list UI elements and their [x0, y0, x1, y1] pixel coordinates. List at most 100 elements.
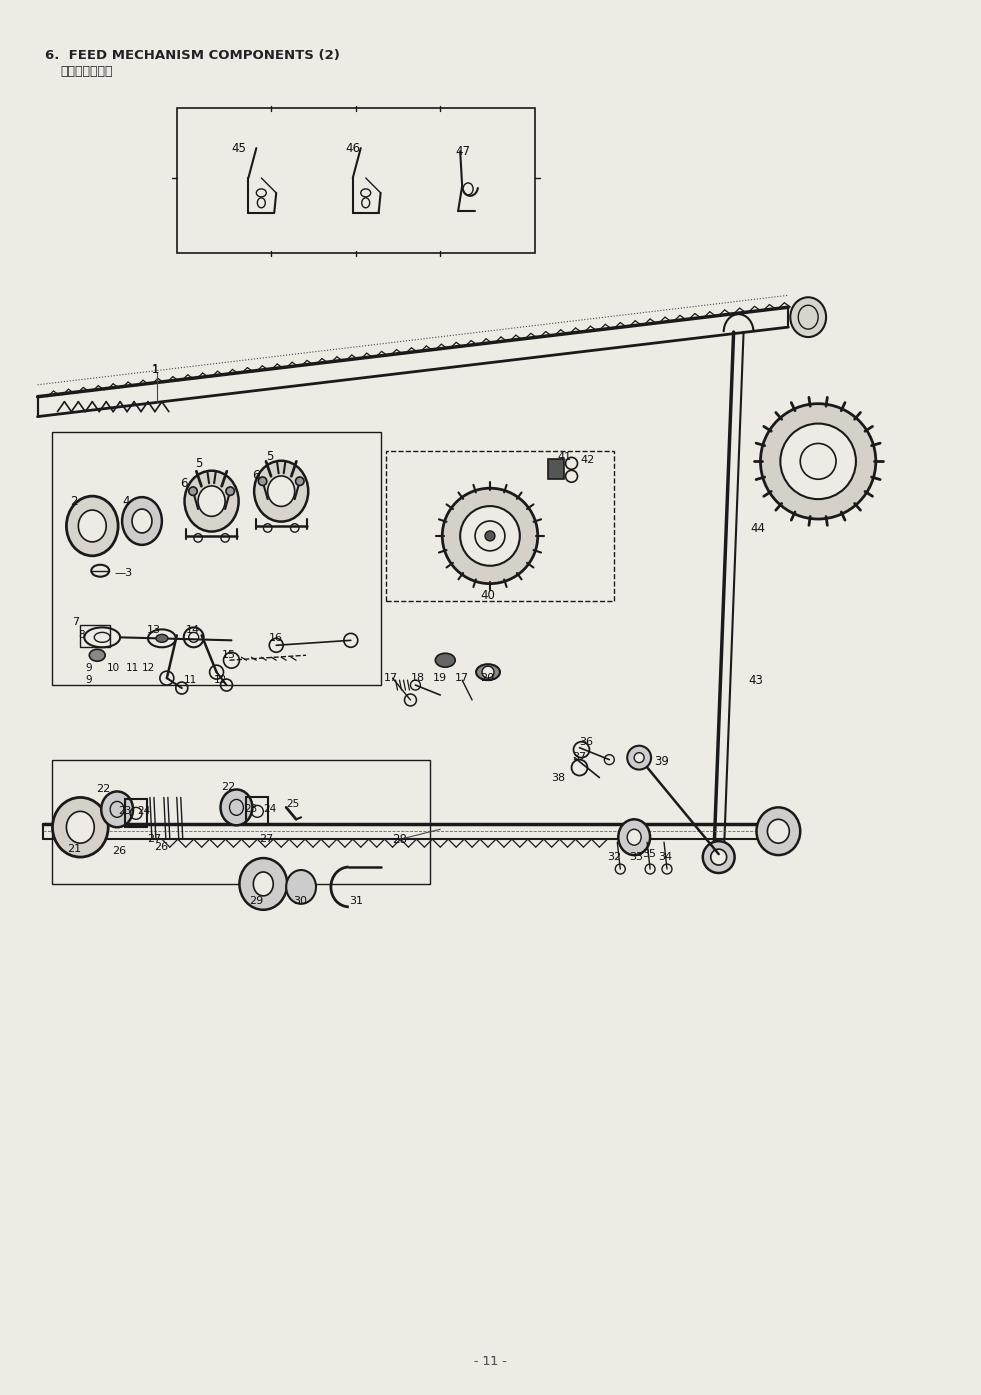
Bar [53, 431, 381, 685]
Bar [547, 459, 563, 480]
Text: 39: 39 [654, 755, 669, 769]
Text: 21: 21 [68, 844, 81, 854]
Text: 34: 34 [658, 852, 672, 862]
Text: 17: 17 [384, 674, 397, 684]
Circle shape [711, 850, 727, 865]
Text: 22: 22 [96, 784, 111, 795]
Text: 9: 9 [85, 675, 92, 685]
Text: 5: 5 [194, 456, 202, 470]
Circle shape [702, 841, 735, 873]
Circle shape [226, 487, 234, 495]
Ellipse shape [268, 476, 294, 506]
Circle shape [482, 667, 494, 678]
Circle shape [442, 488, 538, 583]
Text: 33: 33 [629, 852, 644, 862]
Ellipse shape [253, 872, 274, 896]
Circle shape [627, 746, 651, 770]
Text: 11: 11 [183, 675, 197, 685]
Text: - 11 -: - 11 - [474, 1355, 506, 1367]
Ellipse shape [101, 791, 133, 827]
Ellipse shape [67, 812, 94, 843]
Text: 43: 43 [749, 674, 763, 686]
Text: 17: 17 [455, 674, 469, 684]
Ellipse shape [53, 798, 108, 857]
Text: 14: 14 [185, 625, 200, 635]
Text: 36: 36 [580, 737, 594, 746]
Text: 11: 11 [127, 663, 139, 674]
Text: 46: 46 [346, 142, 361, 155]
Ellipse shape [254, 460, 308, 522]
Text: 6: 6 [252, 469, 260, 481]
Text: 20: 20 [480, 674, 494, 684]
Text: 22: 22 [222, 783, 235, 792]
Text: 24: 24 [263, 805, 277, 815]
Text: 18: 18 [410, 674, 425, 684]
Circle shape [760, 403, 876, 519]
Ellipse shape [184, 470, 238, 531]
Ellipse shape [791, 297, 826, 338]
Text: 38: 38 [551, 773, 566, 783]
Text: 27: 27 [259, 834, 274, 844]
Circle shape [634, 753, 645, 763]
Text: 5: 5 [266, 449, 274, 463]
Text: 16: 16 [269, 633, 284, 643]
Text: 27: 27 [147, 834, 161, 844]
Ellipse shape [78, 511, 106, 541]
Text: 送り関係（２）: 送り関係（２） [61, 66, 113, 78]
Text: 24: 24 [137, 806, 150, 816]
Text: 37: 37 [573, 752, 587, 762]
Text: —3: —3 [114, 568, 132, 578]
Text: 15: 15 [222, 650, 235, 660]
Text: 29: 29 [249, 896, 264, 905]
Text: 28: 28 [392, 833, 407, 845]
Text: 42: 42 [581, 455, 594, 466]
Bar [246, 798, 268, 826]
Ellipse shape [122, 497, 162, 545]
Text: 12: 12 [214, 675, 227, 685]
Text: 26: 26 [154, 843, 168, 852]
Circle shape [460, 506, 520, 566]
Ellipse shape [67, 497, 118, 555]
Text: 44: 44 [750, 523, 765, 536]
Ellipse shape [239, 858, 287, 910]
Text: - 11 -: - 11 - [474, 1355, 506, 1367]
Text: 26: 26 [112, 847, 127, 857]
Ellipse shape [476, 664, 500, 681]
Ellipse shape [436, 653, 455, 667]
Ellipse shape [767, 819, 790, 843]
Circle shape [295, 477, 304, 485]
Text: 6.  FEED MECHANISM COMPONENTS (2): 6. FEED MECHANISM COMPONENTS (2) [44, 49, 339, 63]
Text: 41: 41 [557, 452, 572, 462]
Text: 25: 25 [286, 799, 299, 809]
Text: 32: 32 [607, 852, 621, 862]
Text: 45: 45 [232, 142, 246, 155]
Circle shape [188, 487, 197, 495]
Ellipse shape [132, 509, 152, 533]
Text: 13: 13 [147, 625, 161, 635]
Ellipse shape [618, 819, 650, 855]
Ellipse shape [756, 808, 800, 855]
Ellipse shape [198, 485, 225, 516]
Text: 4: 4 [122, 495, 129, 508]
Bar [386, 452, 614, 601]
Text: 31: 31 [349, 896, 363, 905]
Text: 19: 19 [433, 674, 446, 684]
Bar [80, 625, 110, 647]
Text: 40: 40 [481, 589, 495, 603]
Circle shape [258, 477, 267, 485]
Text: 6: 6 [180, 477, 187, 490]
Text: 30: 30 [293, 896, 307, 905]
Ellipse shape [221, 790, 252, 826]
Text: 1: 1 [152, 363, 160, 377]
Text: 23: 23 [244, 805, 258, 815]
Text: 1: 1 [152, 365, 159, 375]
Bar [53, 760, 431, 884]
Ellipse shape [286, 870, 316, 904]
Ellipse shape [627, 829, 642, 845]
Text: 12: 12 [142, 663, 155, 674]
Ellipse shape [156, 635, 168, 642]
Text: 7: 7 [73, 618, 79, 628]
Text: 2: 2 [71, 495, 77, 508]
Bar [126, 799, 147, 827]
Text: 47: 47 [455, 145, 470, 158]
